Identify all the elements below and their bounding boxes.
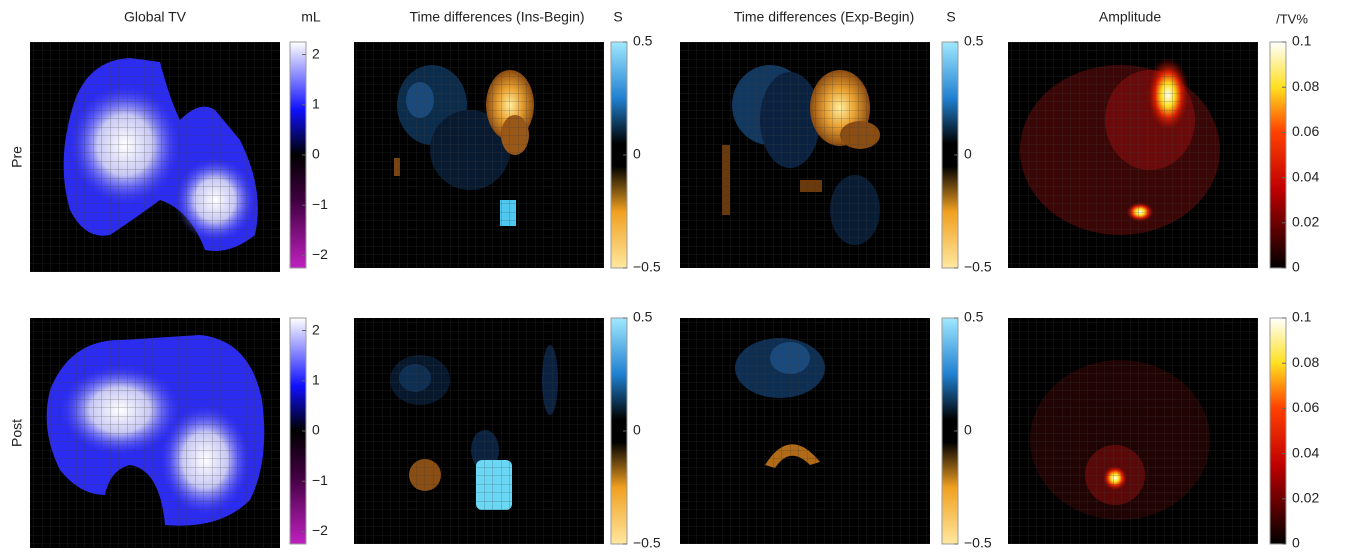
heatmap (30, 318, 280, 548)
tick-label: 0.1 (1292, 33, 1312, 49)
tick-label: 0 (964, 422, 972, 438)
tick-label: −2 (312, 522, 328, 538)
tick-label: 0 (1292, 259, 1300, 275)
row-label: Post (9, 419, 25, 447)
tick-label: 0.06 (1292, 123, 1319, 139)
tick-label: 0 (1292, 535, 1300, 551)
tick-label: 0.02 (1292, 214, 1319, 230)
column-title: Time differences (Ins-Begin) (409, 9, 584, 25)
unit-label: mL (301, 9, 321, 25)
tick-label: −0.5 (633, 535, 661, 551)
tick-label: 0.5 (633, 33, 653, 49)
tick-label: 0.04 (1292, 444, 1319, 460)
tick-label: −0.5 (633, 259, 661, 275)
colorbar (1270, 318, 1286, 544)
tick-label: −0.5 (964, 535, 992, 551)
tick-label: 0.5 (964, 309, 984, 325)
tick-label: 2 (312, 321, 320, 337)
tick-label: 1 (312, 371, 320, 387)
tick-label: −2 (312, 246, 328, 262)
heatmap (354, 318, 604, 544)
tick-label: 0.5 (633, 309, 653, 325)
tick-label: −1 (312, 472, 328, 488)
tick-label: 0 (312, 422, 320, 438)
unit-label: S (946, 9, 955, 25)
column-title: Global TV (124, 9, 187, 25)
tick-label: 0 (964, 146, 972, 162)
colorbar (1270, 42, 1286, 268)
tick-label: −0.5 (964, 259, 992, 275)
row-label: Pre (9, 146, 25, 168)
tick-label: 0.5 (964, 33, 984, 49)
heatmap (680, 42, 930, 268)
heatmap (354, 42, 604, 268)
tick-label: 0.08 (1292, 78, 1319, 94)
tick-label: 0 (633, 422, 641, 438)
tick-label: 0.04 (1292, 168, 1319, 184)
tick-label: 1 (312, 95, 320, 111)
tick-label: 0 (633, 146, 641, 162)
heatmap (30, 42, 280, 272)
heatmap (680, 318, 930, 544)
figure: Global TV Time differences (Ins-Begin) T… (0, 0, 1359, 555)
tick-label: 0.06 (1292, 399, 1319, 415)
tick-label: 0.1 (1292, 309, 1312, 325)
tick-label: 2 (312, 45, 320, 61)
tick-label: 0.08 (1292, 354, 1319, 370)
tick-label: 0.02 (1292, 490, 1319, 506)
tick-label: −1 (312, 196, 328, 212)
column-title: Amplitude (1099, 9, 1161, 25)
heatmap (1008, 42, 1258, 268)
unit-label: S (613, 9, 622, 25)
heatmap (1008, 318, 1258, 544)
tick-label: 0 (312, 146, 320, 162)
unit-label: /TV% (1276, 11, 1308, 26)
column-title: Time differences (Exp-Begin) (734, 9, 915, 25)
